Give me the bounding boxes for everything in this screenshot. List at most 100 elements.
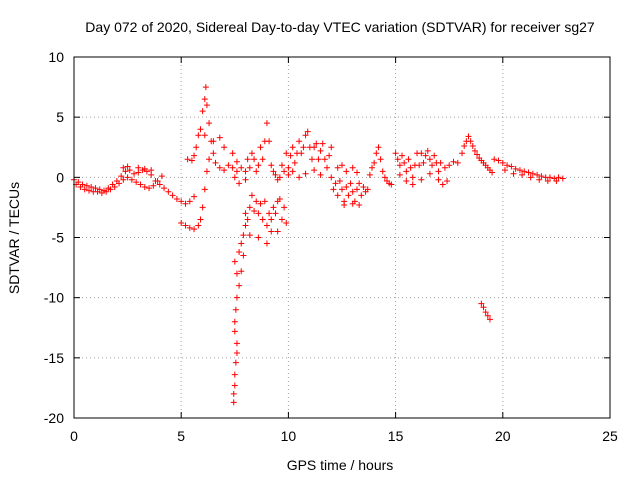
data-point — [238, 268, 245, 275]
data-point — [242, 222, 249, 229]
data-point — [285, 171, 292, 178]
data-point — [283, 220, 290, 227]
data-point — [197, 126, 204, 133]
data-point — [495, 157, 502, 164]
data-point — [349, 164, 356, 171]
data-point — [263, 240, 270, 247]
data-point — [364, 186, 371, 193]
data-point — [420, 159, 427, 166]
data-point — [236, 282, 243, 289]
x-tick-label: 20 — [495, 428, 511, 444]
data-point — [381, 174, 388, 181]
data-point — [499, 159, 506, 166]
data-point — [534, 171, 541, 178]
data-point — [195, 222, 202, 229]
data-point — [94, 188, 101, 195]
data-point — [251, 156, 258, 163]
data-point — [439, 181, 446, 188]
data-point — [489, 169, 496, 176]
data-point — [538, 173, 545, 180]
data-point — [431, 152, 438, 159]
data-point — [407, 164, 414, 171]
data-point — [281, 168, 288, 175]
data-point — [501, 167, 508, 174]
data-point — [416, 162, 423, 169]
data-point — [347, 180, 354, 187]
data-point — [232, 306, 239, 313]
data-point — [278, 162, 285, 169]
data-point — [334, 192, 341, 199]
plot-frame — [73, 56, 611, 419]
data-point — [240, 232, 247, 239]
data-point — [257, 200, 264, 207]
data-point — [356, 180, 363, 187]
data-point — [77, 183, 84, 190]
data-point — [231, 371, 238, 378]
data-point — [236, 248, 243, 255]
data-point — [529, 170, 536, 177]
data-point — [373, 150, 380, 157]
data-point — [510, 170, 517, 177]
data-point — [422, 152, 429, 159]
data-point — [375, 144, 382, 151]
data-point — [482, 309, 489, 316]
data-point — [231, 318, 238, 325]
data-point — [216, 134, 223, 141]
data-point — [81, 186, 88, 193]
data-point — [302, 170, 309, 177]
data-point — [178, 220, 185, 227]
data-point — [141, 183, 148, 190]
data-point — [178, 198, 185, 205]
x-tick-label: 25 — [602, 428, 618, 444]
data-point — [212, 159, 219, 166]
data-point — [263, 120, 270, 127]
data-point — [233, 168, 240, 175]
data-point — [317, 171, 324, 178]
data-point — [341, 202, 348, 209]
data-point — [461, 143, 468, 150]
x-tick-labels: 0 5 10 15 20 25 — [70, 428, 618, 444]
data-point — [326, 152, 333, 159]
data-points — [71, 84, 566, 406]
data-point — [544, 177, 551, 184]
data-point — [199, 108, 206, 115]
data-point — [454, 159, 461, 166]
data-point — [459, 150, 466, 157]
data-point — [86, 187, 93, 194]
data-point — [261, 198, 268, 205]
data-point — [426, 170, 433, 177]
data-point — [233, 350, 240, 357]
data-point — [480, 304, 487, 311]
data-point — [270, 204, 277, 211]
data-point — [298, 150, 305, 157]
data-point — [98, 189, 105, 196]
data-point — [124, 163, 131, 170]
data-point — [336, 177, 343, 184]
data-point — [154, 177, 161, 184]
data-point — [210, 138, 217, 145]
data-point — [146, 185, 153, 192]
data-point — [437, 159, 444, 166]
data-point — [296, 138, 303, 145]
data-point — [253, 168, 260, 175]
data-point — [231, 174, 238, 181]
data-point — [304, 128, 311, 135]
data-point — [233, 294, 240, 301]
data-point — [111, 183, 118, 190]
data-point — [349, 188, 356, 195]
data-point — [246, 232, 253, 239]
data-point — [478, 300, 485, 307]
data-point — [328, 174, 335, 181]
data-point — [193, 144, 200, 151]
y-tick-label: 0 — [56, 169, 64, 185]
data-point — [231, 258, 238, 265]
data-point — [401, 159, 408, 166]
data-point — [182, 222, 189, 229]
x-tick-label: 15 — [388, 428, 404, 444]
data-point — [343, 168, 350, 175]
data-point — [369, 164, 376, 171]
data-point — [394, 156, 401, 163]
data-point — [128, 176, 135, 183]
data-point — [122, 168, 129, 175]
data-point — [161, 185, 168, 192]
